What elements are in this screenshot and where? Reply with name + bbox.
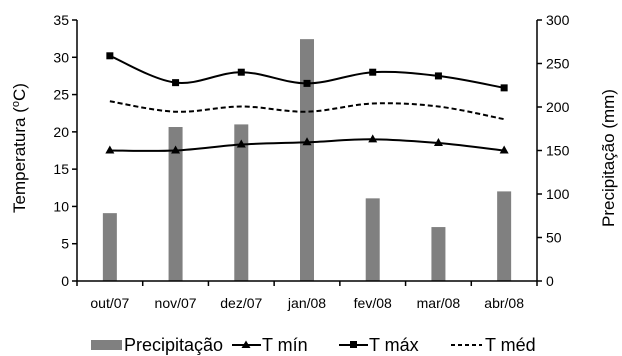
legend-swatch-precipitation (91, 340, 122, 350)
y-right-tick-label: 300 (546, 12, 570, 28)
x-tick-label: jan/08 (287, 295, 326, 311)
x-tick-label: fev/08 (354, 295, 392, 311)
series-point-t-max-abr-08 (500, 84, 508, 92)
series-point-t-min-out-07 (105, 145, 115, 154)
precipitation-bar-abr-08 (497, 191, 512, 281)
series-point-t-min-abr-08 (499, 145, 509, 154)
series-point-t-min-dez-07 (236, 139, 246, 148)
series-point-t-max-mar-08 (434, 72, 442, 80)
y-right-tick-label: 150 (546, 143, 570, 159)
y-left-tick-label: 35 (53, 12, 69, 28)
y-left-tick-label: 25 (53, 87, 69, 103)
series-point-t-max-nov-07 (172, 79, 180, 87)
y-left-tick-label: 0 (61, 273, 69, 289)
y-right-tick-label: 200 (546, 99, 570, 115)
precipitation-bar-mar-08 (431, 227, 446, 281)
y-left-tick-label: 5 (61, 236, 69, 252)
precipitation-bars (102, 39, 512, 282)
series-line-t-med (109, 100, 505, 121)
series-point-t-min-nov-07 (171, 145, 181, 154)
series-point-t-min-fev-08 (368, 134, 378, 143)
precipitation-bar-out-07 (102, 213, 117, 281)
legend-label-precipitation: Precipitação (124, 335, 223, 355)
x-tick-label: dez/07 (220, 295, 262, 311)
y-right-tick-label: 50 (546, 230, 562, 246)
chart-axes: 0 5 10 15 20 25 30 35 0 50 100 150 200 250 300 out/07 no… (53, 12, 569, 311)
y-left-tick-label: 20 (53, 124, 69, 140)
x-tick-label: nov/07 (155, 295, 197, 311)
x-tick-label: out/07 (90, 295, 129, 311)
y-right-axis-title: Precipitação (mm) (599, 89, 618, 227)
x-tick-label: mar/08 (417, 295, 461, 311)
y-left-axis-title-main: Temperatura ( (10, 107, 29, 213)
precipitation-bar-dez-07 (234, 124, 249, 282)
series-point-t-max-jan-08 (303, 79, 311, 87)
y-left-tick-label: 30 (53, 49, 69, 65)
y-left-tick-label: 10 (53, 198, 69, 214)
precipitation-bar-nov-07 (168, 127, 183, 281)
x-tick-label: abr/08 (484, 295, 524, 311)
y-right-tick-label: 250 (546, 56, 570, 72)
y-left-axis-title-end: C) (10, 83, 29, 101)
series-point-t-max-fev-08 (369, 68, 377, 76)
series-point-t-min-mar-08 (433, 138, 443, 147)
precipitation-bar-jan-08 (300, 39, 314, 281)
temperature-lines (105, 52, 509, 154)
series-point-t-max-dez-07 (237, 68, 245, 76)
y-left-axis-title: Temperatura (oC) (10, 83, 29, 213)
legend-marker-tmin (241, 340, 251, 348)
precipitation-bar-fev-08 (365, 198, 380, 281)
y-left-tick-label: 15 (53, 161, 69, 177)
legend-label-tmed: T méd (485, 335, 536, 355)
legend-marker-tmax (350, 341, 357, 348)
y-right-tick-label: 0 (546, 273, 554, 289)
series-point-t-max-out-07 (106, 52, 114, 60)
legend-label-tmax: T máx (369, 335, 419, 355)
legend: Precipitação T mín T máx T méd (91, 335, 536, 355)
legend-label-tmin: T mín (262, 335, 308, 355)
series-point-t-min-jan-08 (302, 137, 312, 146)
y-right-tick-label: 100 (546, 186, 570, 202)
y-left-axis-title-sup: o (10, 101, 22, 107)
